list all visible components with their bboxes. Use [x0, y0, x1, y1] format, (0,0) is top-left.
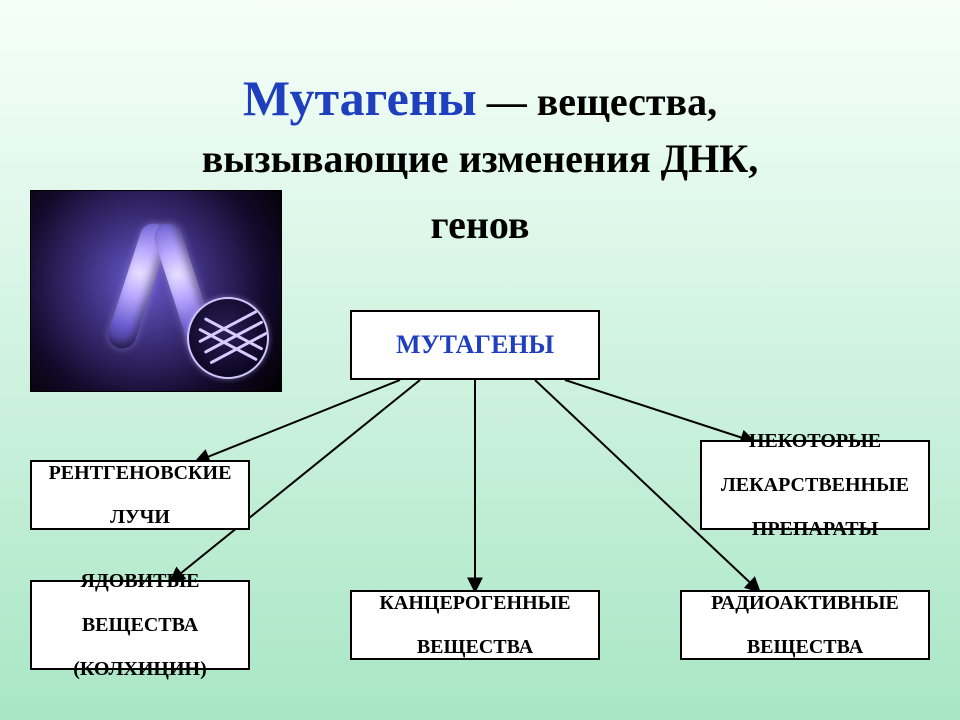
node-radio: РАДИОАКТИВНЫЕВЕЩЕСТВА	[680, 590, 930, 660]
title-rest-1: — вещества,	[477, 79, 717, 124]
node-poison-label: ЯДОВИТЫЕВЕЩЕСТВА(КОЛХИЦИН)	[73, 570, 206, 680]
slide: Мутагены — вещества, вызывающие изменени…	[0, 0, 960, 720]
slide-title-line1: Мутагены — вещества,	[0, 70, 960, 128]
diagram-root: МУТАГЕНЫ	[350, 310, 600, 380]
slide-title-line2: вызывающие изменения ДНК,	[0, 136, 960, 182]
node-poison: ЯДОВИТЫЕВЕЩЕСТВА(КОЛХИЦИН)	[30, 580, 250, 670]
chromosome-dna-image	[30, 190, 282, 392]
node-xray: РЕНТГЕНОВСКИЕЛУЧИ	[30, 460, 250, 530]
dna-helix-icon	[187, 297, 269, 379]
title-highlight: Мутагены	[243, 70, 477, 126]
node-carcin: КАНЦЕРОГЕННЫЕВЕЩЕСТВА	[350, 590, 600, 660]
node-drugs: НЕКОТОРЫЕЛЕКАРСТВЕННЫЕПРЕПАРАТЫ	[700, 440, 930, 530]
node-xray-label: РЕНТГЕНОВСКИЕЛУЧИ	[49, 462, 232, 528]
node-radio-label: РАДИОАКТИВНЫЕВЕЩЕСТВА	[711, 592, 899, 658]
node-drugs-label: НЕКОТОРЫЕЛЕКАРСТВЕННЫЕПРЕПАРАТЫ	[721, 430, 909, 540]
diagram-root-label: МУТАГЕНЫ	[396, 331, 554, 360]
node-carcin-label: КАНЦЕРОГЕННЫЕВЕЩЕСТВА	[379, 592, 570, 658]
